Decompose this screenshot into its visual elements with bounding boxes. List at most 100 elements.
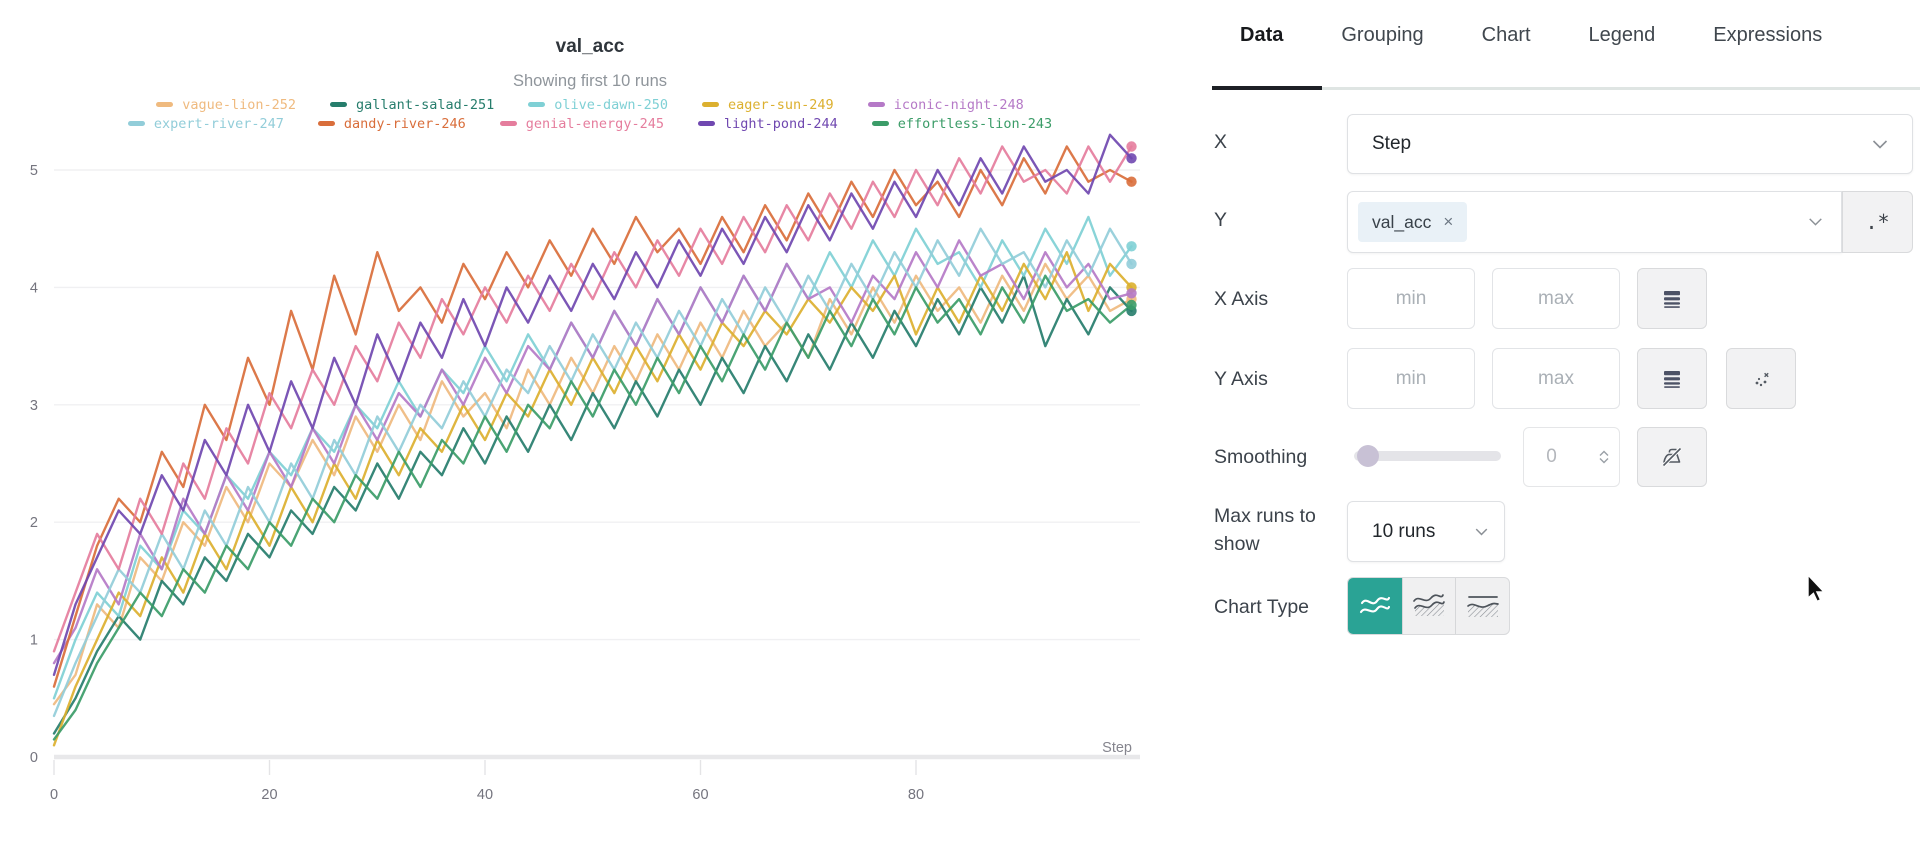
minmax-band-icon bbox=[1466, 596, 1499, 617]
legend-swatch bbox=[871, 121, 889, 126]
legend-run-name: iconic-night-248 bbox=[893, 96, 1024, 113]
legend-item: vague-lion-252 bbox=[156, 97, 296, 113]
legend-run-name: eager-sun-249 bbox=[728, 96, 834, 113]
chart-legend: vague-lion-252 gallant-salad-251 olive-daw… bbox=[0, 95, 1180, 133]
chart-settings-panel: Data Grouping Chart Legend Expressions X… bbox=[1180, 0, 1930, 844]
legend-swatch bbox=[156, 102, 174, 107]
active-tab-underline bbox=[1212, 86, 1322, 90]
log-scale-icon bbox=[1664, 370, 1680, 388]
tab-expressions[interactable]: Expressions bbox=[1713, 24, 1823, 46]
smoothing-stepper[interactable] bbox=[1599, 450, 1609, 464]
smoothing-value-input[interactable] bbox=[1524, 446, 1579, 468]
svg-text:80: 80 bbox=[908, 787, 924, 803]
y-metric-chip-label: val_acc bbox=[1372, 211, 1432, 232]
legend-run-name: gallant-salad-251 bbox=[356, 96, 495, 113]
legend-item: gallant-salad-251 bbox=[330, 97, 494, 113]
tab-grouping[interactable]: Grouping bbox=[1341, 24, 1424, 46]
x-axis-min-input[interactable] bbox=[1347, 268, 1475, 329]
svg-text:1: 1 bbox=[30, 633, 38, 649]
x-field-label: X bbox=[1214, 131, 1228, 153]
svg-text:20: 20 bbox=[261, 787, 277, 803]
svg-text:60: 60 bbox=[692, 787, 708, 803]
legend-item: expert-river-247 bbox=[127, 115, 284, 132]
x-axis-label: X Axis bbox=[1214, 288, 1269, 310]
val-acc-line-plot[interactable]: 0 1 2 3 4 5 0 20 40 60 80 Step bbox=[0, 120, 1180, 844]
disable-smoothing-original-button[interactable] bbox=[1637, 427, 1707, 487]
y-axis-min-input[interactable] bbox=[1347, 348, 1475, 409]
legend-swatch bbox=[528, 102, 546, 107]
svg-text:Step: Step bbox=[1102, 740, 1132, 756]
x-metric-value: Step bbox=[1372, 133, 1412, 154]
chevron-down-icon bbox=[1809, 218, 1822, 226]
y-axis-log-scale-button[interactable] bbox=[1637, 348, 1707, 409]
spinner-down-icon bbox=[1599, 458, 1609, 464]
smoothing-slider[interactable] bbox=[1354, 451, 1501, 461]
iron-crossed-icon bbox=[1662, 447, 1682, 467]
chevron-down-icon bbox=[1475, 528, 1488, 535]
svg-text:2: 2 bbox=[30, 515, 38, 531]
y-metric-chip[interactable]: val_acc × bbox=[1358, 202, 1468, 242]
max-runs-label: Max runs to show bbox=[1214, 505, 1316, 555]
legend-run-name: expert-river-247 bbox=[153, 115, 284, 132]
legend-row: vague-lion-252 gallant-salad-251 olive-daw… bbox=[0, 95, 1180, 114]
legend-item: dandy-river-246 bbox=[317, 115, 466, 132]
legend-swatch bbox=[127, 121, 145, 126]
max-runs-value: 10 runs bbox=[1372, 520, 1436, 542]
legend-run-name: genial-energy-245 bbox=[525, 115, 664, 132]
ignore-outliers-button[interactable] bbox=[1726, 348, 1796, 409]
spinner-up-icon bbox=[1599, 450, 1609, 456]
legend-swatch bbox=[499, 121, 517, 126]
chart-type-segmented-control bbox=[1347, 577, 1510, 635]
max-runs-select[interactable]: 10 runs bbox=[1347, 501, 1505, 562]
chart-type-minmax-button[interactable] bbox=[1455, 578, 1509, 634]
chart-type-area-button[interactable] bbox=[1401, 578, 1456, 634]
legend-swatch bbox=[702, 102, 720, 107]
chart-type-label: Chart Type bbox=[1214, 596, 1310, 618]
legend-item: olive-dawn-250 bbox=[528, 97, 668, 113]
legend-item: light-pond-244 bbox=[697, 115, 838, 132]
svg-text:0: 0 bbox=[30, 750, 38, 766]
line-plot-icon bbox=[1359, 596, 1390, 614]
x-metric-select[interactable]: Step bbox=[1347, 114, 1913, 174]
remove-chip-icon[interactable]: × bbox=[1443, 212, 1454, 231]
legend-run-name: vague-lion-252 bbox=[182, 96, 297, 113]
legend-swatch bbox=[697, 121, 715, 126]
y-metric-multiselect[interactable]: val_acc × bbox=[1347, 191, 1842, 253]
y-axis-label: Y Axis bbox=[1214, 368, 1268, 390]
area-plot-icon bbox=[1413, 594, 1445, 616]
tab-chart[interactable]: Chart bbox=[1481, 24, 1531, 46]
legend-item: genial-energy-245 bbox=[499, 115, 664, 132]
settings-tabs: Data Grouping Chart Legend Expressions bbox=[1240, 24, 1822, 47]
x-axis-max-input[interactable] bbox=[1492, 268, 1620, 329]
smoothing-slider-handle[interactable] bbox=[1357, 445, 1379, 467]
chart-type-line-button[interactable] bbox=[1348, 578, 1402, 634]
svg-text:4: 4 bbox=[30, 280, 38, 296]
legend-item: effortless-lion-243 bbox=[871, 116, 1052, 132]
chart-panel: val_acc Showing first 10 runs vague-lion… bbox=[0, 36, 1180, 844]
legend-swatch bbox=[330, 102, 348, 107]
svg-text:0: 0 bbox=[50, 787, 58, 803]
tab-data[interactable]: Data bbox=[1240, 24, 1284, 46]
chart-title: val_acc bbox=[555, 36, 625, 57]
smoothing-value-box bbox=[1523, 427, 1620, 487]
tab-legend[interactable]: Legend bbox=[1588, 24, 1656, 46]
legend-run-name: light-pond-244 bbox=[723, 115, 838, 132]
y-axis-max-input[interactable] bbox=[1492, 348, 1620, 409]
smoothing-label: Smoothing bbox=[1214, 446, 1308, 468]
legend-swatch bbox=[867, 102, 885, 107]
legend-run-name: dandy-river-246 bbox=[343, 115, 466, 132]
legend-item: eager-sun-249 bbox=[702, 97, 834, 113]
chart-subtitle: Showing first 10 runs bbox=[512, 72, 668, 90]
regex-filter-button[interactable]: .* bbox=[1842, 191, 1913, 253]
svg-text:3: 3 bbox=[30, 398, 38, 414]
log-scale-icon bbox=[1664, 290, 1680, 308]
legend-row: expert-river-247 dandy-river-246 genial-en… bbox=[0, 114, 1180, 133]
x-axis-log-scale-button[interactable] bbox=[1637, 268, 1707, 329]
tab-divider bbox=[1212, 87, 1920, 90]
legend-swatch bbox=[317, 121, 335, 126]
legend-run-name: olive-dawn-250 bbox=[554, 96, 669, 113]
svg-text:40: 40 bbox=[477, 787, 493, 803]
chevron-down-icon bbox=[1872, 139, 1888, 149]
ignore-outliers-icon bbox=[1755, 372, 1769, 386]
legend-item: iconic-night-248 bbox=[867, 96, 1024, 113]
